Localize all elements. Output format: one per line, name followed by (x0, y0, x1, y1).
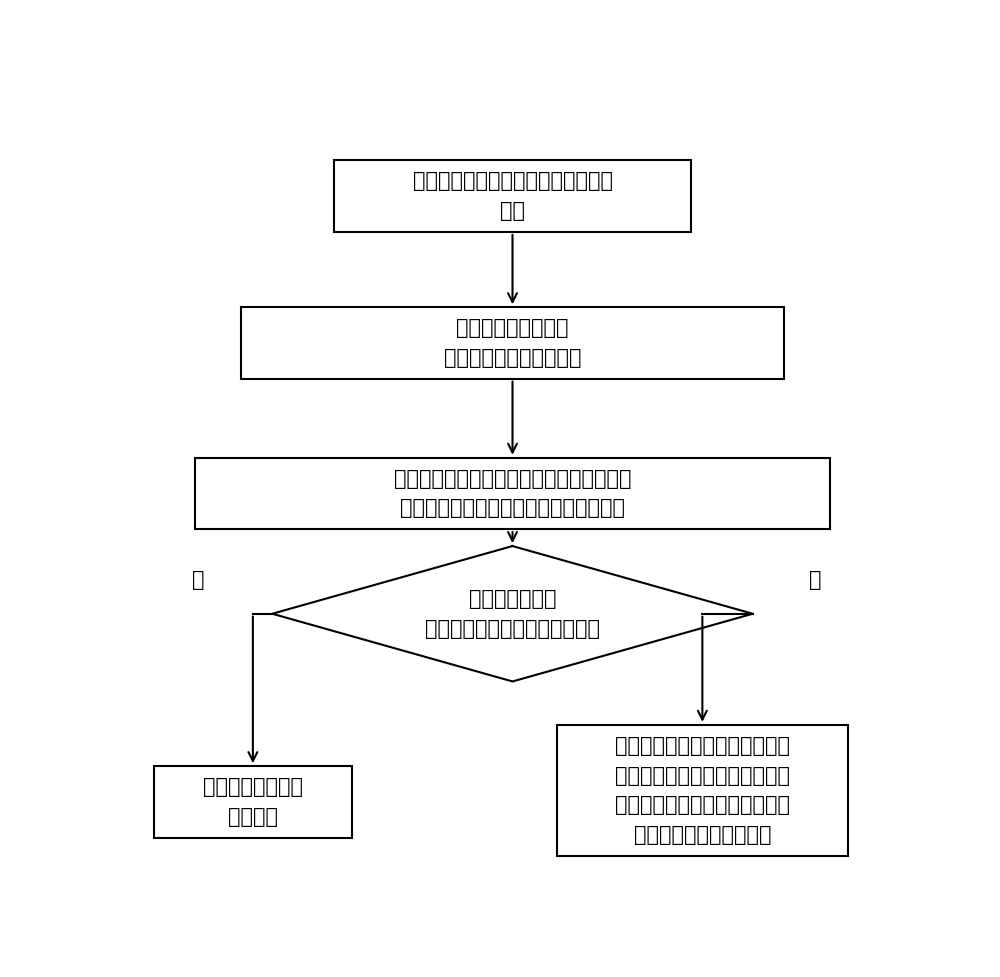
Text: 确定当前设计变更时各个领域的变更
方案: 确定当前设计变更时各个领域的变更 方案 (413, 171, 612, 221)
Text: 是: 是 (192, 570, 205, 590)
Bar (154, 766, 352, 837)
Bar (195, 457, 830, 530)
Text: 计算各个变更方案在
计算不同领域的变更差量: 计算各个变更方案在 计算不同领域的变更差量 (444, 319, 581, 367)
Text: 统计剩余的变更
方案的个数，判断个数是否为零: 统计剩余的变更 方案的个数，判断个数是否为零 (425, 589, 600, 639)
Text: 直接结束当前设计
变更处理: 直接结束当前设计 变更处理 (203, 777, 303, 827)
Text: 根据剩余的变更方案的个数求解
当前设计变更的最优设计方案并
以最优设计方案进行设计变更，
或结束当前设计变更处理: 根据剩余的变更方案的个数求解 当前设计变更的最优设计方案并 以最优设计方案进行设… (615, 736, 790, 845)
Bar (334, 160, 691, 232)
Text: 根据各个变更方案对应的变更差量判断该变
更方案是否有效，并舍弃无效的变更方案: 根据各个变更方案对应的变更差量判断该变 更方案是否有效，并舍弃无效的变更方案 (394, 469, 631, 518)
Text: 否: 否 (808, 570, 821, 590)
Bar (557, 725, 848, 857)
Bar (241, 307, 784, 379)
